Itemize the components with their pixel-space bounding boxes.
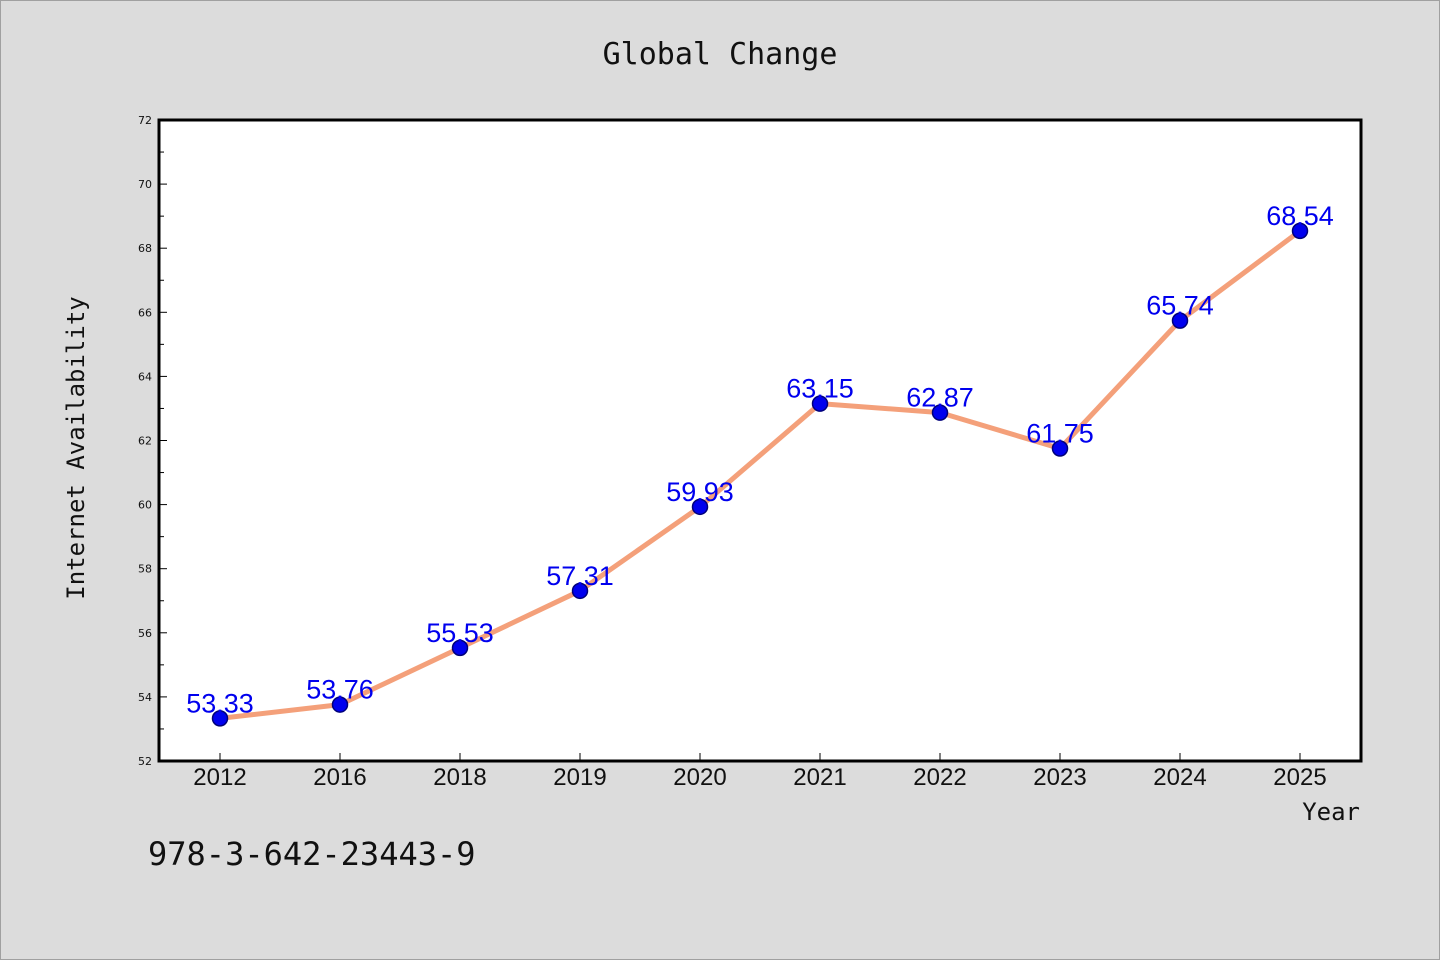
x-tick-label: 2025: [1273, 764, 1326, 791]
y-tick-label: 54: [138, 691, 152, 704]
x-tick-label: 2018: [433, 764, 486, 791]
data-label: 63.15: [786, 374, 854, 404]
y-tick-label: 60: [138, 499, 152, 512]
data-label: 55.53: [426, 618, 494, 648]
data-label: 53.33: [186, 688, 254, 718]
y-tick-label: 58: [138, 563, 152, 576]
y-tick-label: 62: [138, 435, 152, 448]
y-tick-label: 68: [138, 242, 152, 255]
y-tick-label: 70: [138, 178, 152, 191]
x-tick-label: 2021: [793, 764, 846, 791]
x-axis: 2012 2016 2018 2019 2020 2021 2022 2023 2024 2025: [193, 753, 1327, 791]
data-point: [931, 404, 949, 421]
x-tick-label: 2023: [1033, 764, 1086, 791]
plot-area: [157, 118, 1363, 763]
x-tick-label: 2020: [673, 764, 726, 791]
y-axis-label: Internet Availability: [62, 296, 90, 599]
footnote: 978-3-642-23443-9: [148, 835, 476, 873]
data-point: [571, 582, 589, 600]
x-axis-label: Year: [1302, 798, 1360, 826]
series-line: [219, 228, 1302, 721]
y-axis: 52 54 56 58 60 62 64 66 68 70 72: [138, 114, 167, 768]
series-line-group: [211, 222, 1309, 727]
data-point: [1291, 222, 1309, 240]
data-point: [811, 395, 829, 412]
data-label: 53.76: [306, 675, 374, 705]
data-point: [211, 710, 229, 727]
data-label: 61.75: [1026, 419, 1094, 449]
x-tick-label: 2022: [913, 764, 966, 791]
y-tick-label: 64: [138, 370, 152, 383]
x-tick-label: 2016: [313, 764, 366, 791]
data-point: [331, 696, 349, 713]
y-tick-label: 56: [138, 627, 152, 640]
data-label-group: 53.33 53.76 55.53 57.31 59.93 63.15 62.87 61.75…: [186, 201, 1334, 718]
x-tick-label: 2019: [553, 764, 606, 791]
data-point: [691, 498, 709, 516]
y-tick-label: 66: [138, 306, 152, 319]
data-label: 68.54: [1266, 201, 1334, 231]
data-label: 57.31: [546, 561, 614, 591]
x-tick-label: 2024: [1153, 764, 1206, 791]
data-point: [451, 639, 469, 657]
data-label: 59.93: [666, 477, 734, 507]
data-point: [1171, 312, 1189, 329]
data-label: 65.74: [1146, 291, 1214, 321]
y-tick-label: 72: [138, 114, 152, 127]
data-label: 62.87: [906, 383, 974, 413]
y-tick-label: 52: [138, 755, 152, 768]
data-point: [1051, 440, 1069, 457]
chart-title: Global Change: [603, 37, 838, 72]
x-tick-label: 2012: [193, 764, 246, 791]
